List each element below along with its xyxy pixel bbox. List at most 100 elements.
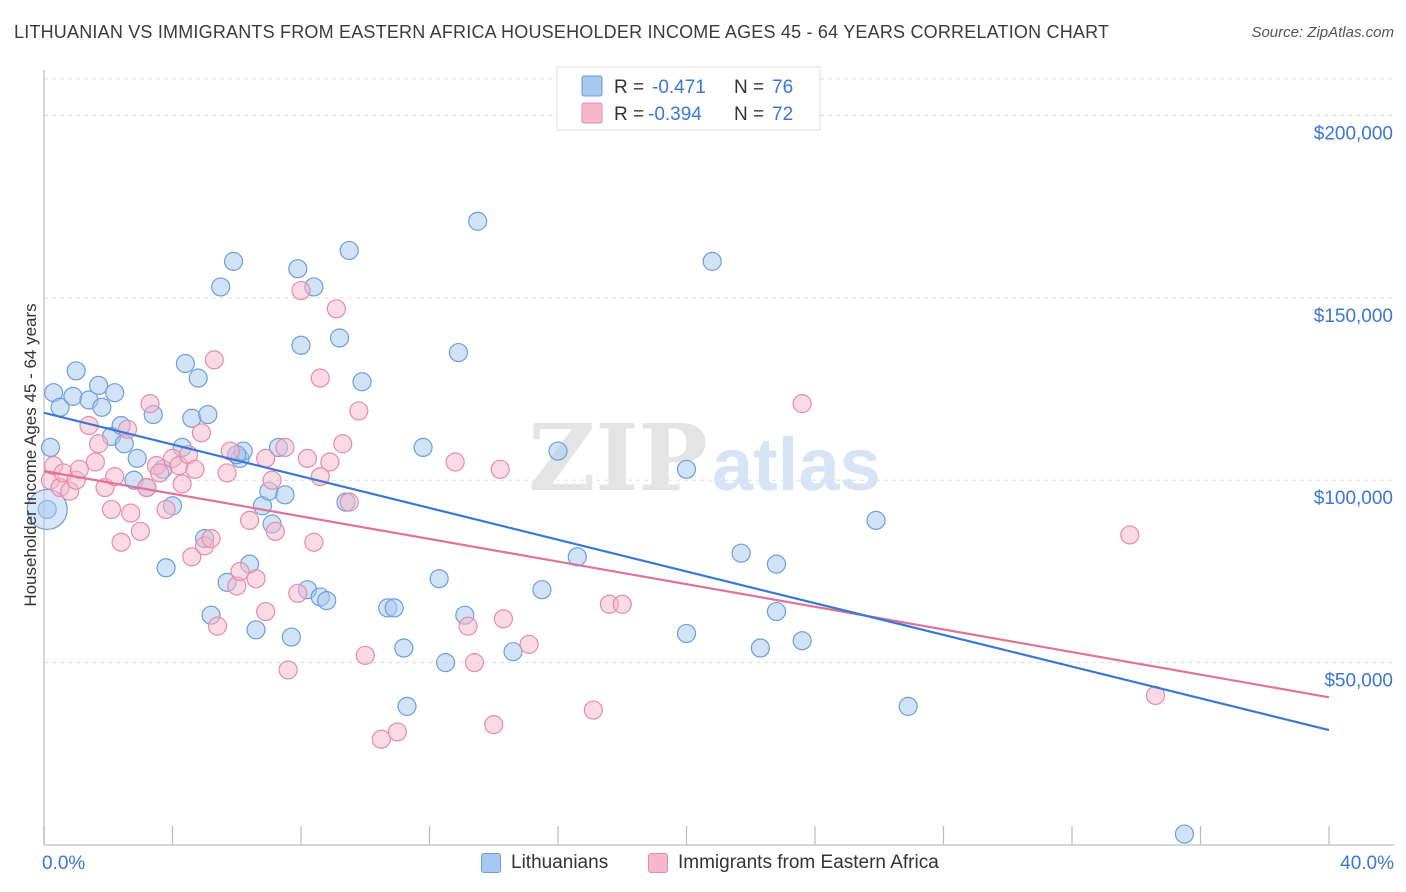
y-tick-label: $200,000 (1314, 123, 1393, 144)
data-point (766, 601, 787, 622)
data-point (175, 353, 195, 374)
data-point (256, 601, 276, 622)
data-point (304, 532, 324, 552)
data-point (792, 631, 812, 651)
data-point (89, 434, 109, 454)
data-point (297, 448, 318, 468)
data-point (583, 700, 603, 720)
chart-title: LITHUANIAN VS IMMIGRANTS FROM EASTERN AF… (14, 22, 1110, 42)
data-point (63, 386, 83, 406)
legend-item-lithuanians: Lithuanians (481, 852, 608, 874)
data-point (333, 434, 353, 454)
data-point (204, 350, 224, 370)
data-point (188, 368, 208, 388)
data-point (326, 299, 346, 319)
data-point (223, 251, 244, 271)
data-point (866, 510, 886, 530)
data-point (256, 448, 276, 468)
data-point (288, 583, 308, 603)
data-point (191, 423, 212, 443)
data-point (291, 280, 311, 301)
y-tick-label: $100,000 (1314, 488, 1393, 509)
data-point (207, 616, 228, 636)
data-point (40, 437, 61, 458)
data-point (676, 459, 697, 479)
data-point (278, 660, 298, 680)
data-point (198, 404, 218, 425)
immigrants-label: Immigrants from Eastern Africa (678, 852, 939, 873)
data-point (246, 620, 266, 640)
data-point (310, 368, 330, 388)
data-point-cluster (26, 488, 68, 531)
data-point (750, 638, 770, 658)
data-point (413, 437, 433, 458)
zipatlas-watermark: ZIP atlas (528, 404, 880, 512)
legend-r-value: -0.471 (652, 77, 706, 98)
data-point (121, 503, 141, 523)
data-point (676, 623, 697, 644)
chart-source: Source: ZipAtlas.com (1251, 24, 1394, 41)
data-point (371, 729, 391, 749)
trend-lines (43, 411, 1330, 732)
x-tick-label: 0.0% (42, 853, 85, 874)
data-point (352, 372, 372, 392)
data-point (85, 452, 106, 472)
data-point (532, 580, 552, 600)
data-point (185, 459, 205, 479)
data-point (1120, 525, 1140, 545)
data-point (37, 499, 57, 520)
data-point (217, 463, 237, 483)
data-point (503, 642, 523, 662)
data-point (317, 591, 337, 611)
data-point (519, 634, 539, 654)
trend-line-immigrants (43, 470, 1330, 699)
data-point (127, 448, 147, 468)
data-point (464, 653, 485, 673)
data-point (211, 277, 231, 297)
data-point (288, 259, 308, 279)
axes (43, 70, 1394, 846)
legend-r-label: R = (614, 104, 644, 125)
data-point (329, 328, 350, 348)
data-point (429, 569, 449, 589)
immigrants-swatch (648, 853, 668, 873)
data-point (66, 361, 86, 381)
data-point (182, 547, 202, 567)
data-point (490, 459, 510, 479)
legend-item-immigrants: Immigrants from Eastern Africa (648, 852, 939, 874)
data-point (291, 335, 311, 355)
data-point (275, 485, 295, 505)
data-point (130, 521, 150, 541)
data-point (101, 499, 122, 520)
data-point (792, 394, 812, 414)
data-point (262, 470, 282, 490)
data-point (111, 532, 131, 552)
y-tick-label: $150,000 (1314, 306, 1393, 327)
data-point (140, 394, 160, 414)
data-point (445, 452, 465, 472)
legend-r-value: -0.394 (648, 104, 702, 125)
legend-n-value: 72 (772, 104, 793, 125)
series-immigrants-eastern-africa (40, 280, 1166, 749)
data-point (458, 616, 478, 636)
series-lithuanians (26, 211, 1195, 844)
data-point (702, 251, 722, 271)
legend-n-value: 76 (772, 77, 793, 98)
data-point (281, 627, 301, 647)
data-point (384, 598, 404, 618)
data-point (230, 561, 250, 582)
legend-swatch-pink (581, 102, 603, 124)
data-point (265, 521, 285, 541)
data-point (156, 499, 176, 520)
lithuanians-label: Lithuanians (511, 852, 609, 873)
tick-labels: $50,000 $100,000 $150,000 $200,000 0.0% 40.0% (42, 123, 1394, 874)
data-point (220, 441, 240, 461)
data-point (484, 715, 504, 735)
data-point (493, 609, 513, 629)
data-point (349, 401, 369, 421)
data-point (246, 569, 266, 589)
data-point (339, 492, 359, 512)
legend-n-label: N = (734, 77, 764, 98)
data-point (448, 342, 469, 363)
